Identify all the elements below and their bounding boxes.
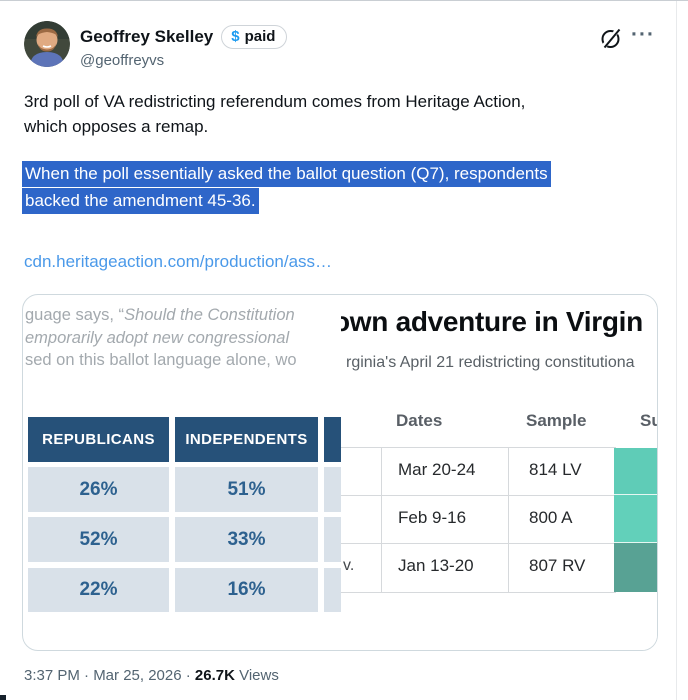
party-table-cell: 22%	[28, 568, 169, 612]
poll-dates: Mar 20-24	[398, 460, 476, 479]
crop-artifact	[0, 695, 6, 700]
party-table-cell-clipped	[324, 517, 341, 562]
grid-line	[341, 447, 616, 448]
poll-table-header-sample: Sample	[526, 411, 587, 430]
tweet-text-line: 3rd poll of VA redistricting referendum …	[24, 92, 526, 111]
poll-table-header-support: Su	[640, 411, 657, 430]
poll-dates: Feb 9-16	[398, 508, 467, 527]
support-color-cell	[614, 448, 657, 495]
grok-icon[interactable]	[599, 25, 623, 51]
media-card[interactable]: guage says, “Should the Constitution emp…	[22, 294, 658, 651]
grid-line	[381, 447, 382, 592]
media-left-screenshot: guage says, “Should the Constitution emp…	[23, 295, 341, 650]
highlighted-line: When the poll essentially asked the ball…	[22, 161, 551, 187]
grid-line	[508, 447, 509, 592]
views-label: Views	[234, 667, 279, 684]
party-table-cell: 33%	[175, 517, 318, 562]
support-color-cell	[614, 495, 657, 543]
column-border	[676, 1, 677, 700]
party-table-cell: 16%	[175, 568, 318, 612]
grid-line	[341, 592, 616, 593]
party-table-header-clipped	[324, 417, 341, 462]
support-color-cell	[614, 543, 657, 592]
party-table-header-independents: INDEPENDENTS	[175, 417, 318, 462]
avatar-image	[24, 21, 70, 67]
poll-sample: 807 RV	[529, 556, 586, 575]
tweet-text: 3rd poll of VA redistricting referendum …	[24, 89, 664, 139]
grid-line	[341, 495, 616, 496]
poll-table-header-dates: Dates	[396, 411, 443, 430]
highlighted-line: backed the amendment 45-36.	[22, 188, 259, 214]
poll-sample: 800 A	[529, 508, 573, 527]
party-table-cell: 51%	[175, 467, 318, 512]
timestamp: 3:37 PM · Mar 25, 2026 ·	[24, 667, 195, 684]
poll-sample: 814 LV	[529, 460, 582, 479]
pollster-fragment: v.	[343, 557, 355, 574]
party-table-cell-clipped	[324, 467, 341, 512]
ballot-language-text: guage says, “Should the Constitution emp…	[25, 306, 297, 369]
dollar-icon: $	[231, 28, 240, 45]
party-table-header-republicans: REPUBLICANS	[28, 417, 169, 462]
paid-badge-label: paid	[244, 28, 276, 45]
party-table-cell: 52%	[28, 517, 169, 562]
highlighted-text: When the poll essentially asked the ball…	[22, 161, 672, 215]
party-table-cell: 26%	[28, 467, 169, 512]
display-name[interactable]: Geoffrey Skelley	[80, 27, 214, 46]
party-table-cell-clipped	[324, 568, 341, 612]
media-right-screenshot: own adventure in Virgin rginia's April 2…	[341, 295, 657, 650]
grid-line	[341, 543, 616, 544]
article-subtitle: rginia's April 21 redistricting constitu…	[346, 354, 635, 371]
user-handle[interactable]: @geoffreyvs	[80, 52, 165, 69]
avatar[interactable]	[24, 21, 70, 67]
article-headline: own adventure in Virgin	[341, 306, 643, 337]
tweet-meta: 3:37 PM · Mar 25, 2026 · 26.7K Views	[24, 667, 279, 684]
poll-dates: Jan 13-20	[398, 556, 474, 575]
more-options-icon[interactable]: ···	[631, 23, 655, 46]
paid-badge[interactable]: $ paid	[221, 25, 288, 49]
tweet-text-line: which opposes a remap.	[24, 117, 209, 136]
tweet-link[interactable]: cdn.heritageaction.com/production/ass…	[24, 252, 333, 271]
views-count: 26.7K	[194, 667, 235, 684]
